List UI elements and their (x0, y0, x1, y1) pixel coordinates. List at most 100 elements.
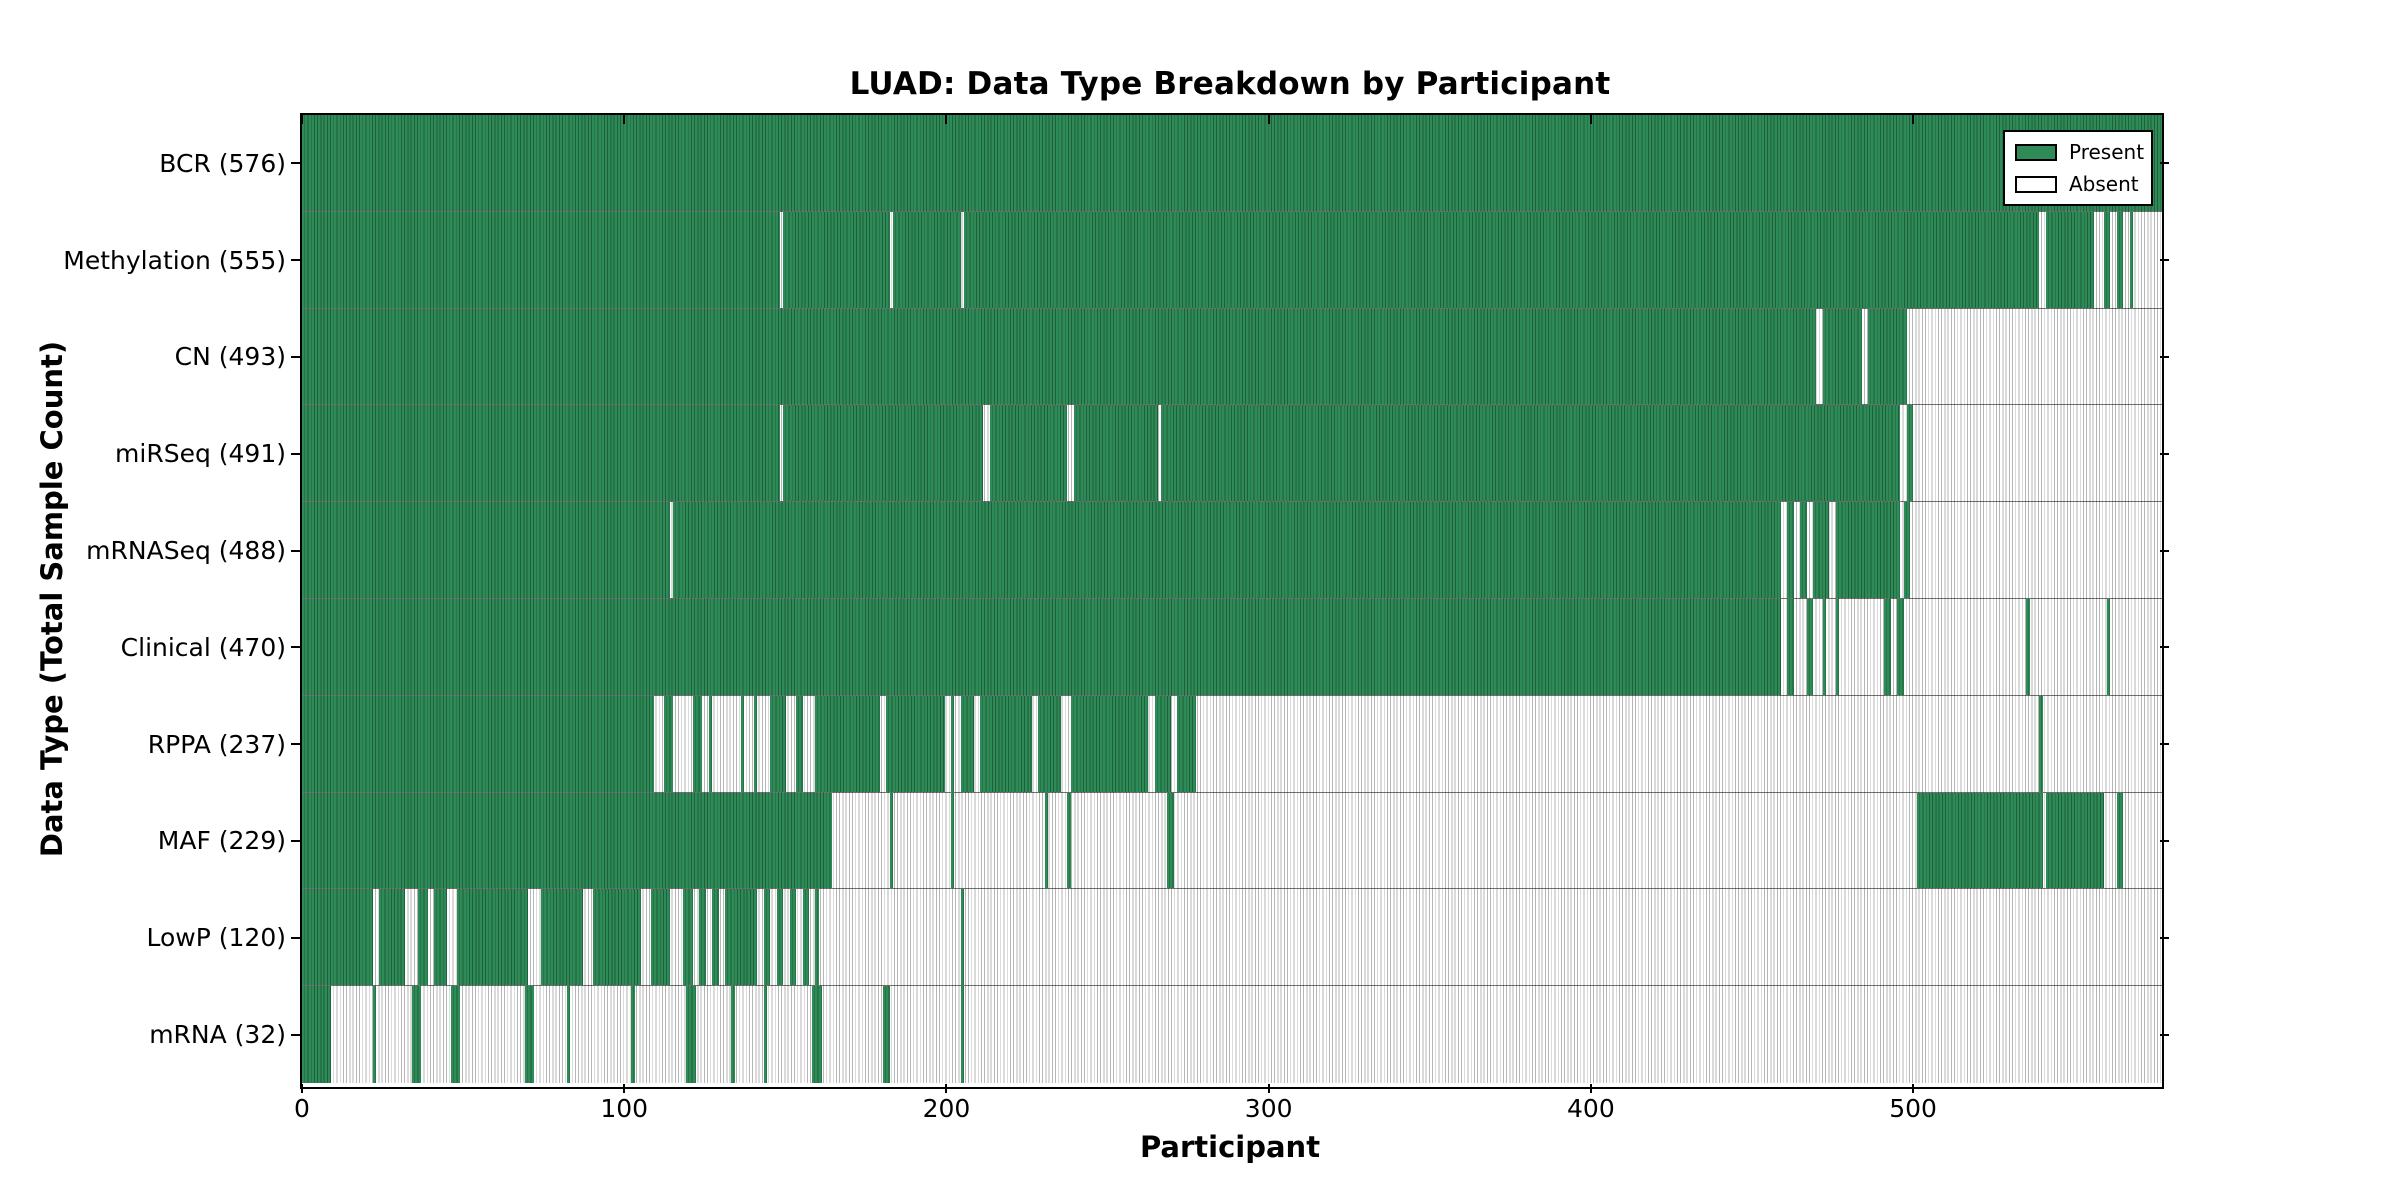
present-segment (686, 986, 696, 1083)
x-axis-label: Participant (1139, 1130, 1321, 1164)
x-tick-top (1589, 115, 1592, 124)
present-segment (989, 405, 1068, 502)
present-segment (886, 695, 945, 792)
present-segment (373, 986, 377, 1083)
x-tick-bottom (1589, 1084, 1592, 1093)
y-tick-left (291, 646, 300, 649)
row-mRNA (302, 986, 2162, 1083)
y-tick-left (291, 840, 300, 842)
x-tick-label: 200 (922, 1094, 971, 1123)
row-Clinical (302, 599, 2162, 696)
present-segment (963, 211, 2040, 308)
present-segment (1044, 792, 1048, 889)
present-segment (815, 889, 819, 986)
present-segment (302, 308, 1817, 405)
present-segment (1038, 695, 1061, 792)
present-segment (302, 986, 332, 1083)
y-tick-right (2160, 936, 2169, 939)
row-label-miRSeq: miRSeq (491) (115, 439, 286, 469)
present-segment (673, 502, 1781, 598)
present-segment (783, 211, 890, 308)
plot-area (300, 113, 2164, 1089)
present-segment (2129, 211, 2133, 308)
present-segment (566, 986, 570, 1083)
y-tick-right (2160, 549, 2169, 552)
present-segment (302, 889, 374, 986)
legend-absent-swatch (2015, 175, 2057, 193)
legend: Present Absent (2003, 130, 2153, 206)
present-segment (776, 889, 784, 986)
x-tick-top (945, 115, 948, 124)
row-label-mRNASeq: mRNASeq (488) (86, 536, 286, 566)
present-segment (951, 695, 955, 792)
row-miRSeq (302, 405, 2162, 503)
row-mRNASeq (302, 502, 2162, 599)
present-segment (524, 986, 535, 1083)
present-segment (1813, 502, 1830, 598)
y-tick-left (291, 936, 300, 939)
present-segment (1903, 502, 1911, 598)
present-segment (650, 889, 671, 986)
row-MAF (302, 792, 2162, 890)
present-segment (815, 695, 881, 792)
x-tick-top (623, 115, 626, 124)
row-label-Methylation: Methylation (555) (63, 245, 286, 275)
row-CN (302, 308, 2162, 406)
present-segment (1897, 599, 1904, 695)
present-segment (1787, 599, 1794, 695)
y-tick-right (2160, 1033, 2169, 1036)
present-segment (960, 889, 964, 986)
y-tick-left (291, 162, 300, 165)
present-segment (1070, 695, 1149, 792)
present-segment (2116, 792, 2124, 889)
present-segment (1154, 695, 1171, 792)
present-segment (2045, 792, 2104, 889)
x-tick-label: 500 (1889, 1094, 1937, 1123)
present-segment (763, 889, 771, 986)
y-tick-right (2160, 743, 2169, 746)
present-segment (980, 695, 1032, 792)
chart-title: LUAD: Data Type Breakdown by Participant (849, 66, 1611, 102)
row-label-mRNA: mRNA (32) (149, 1020, 286, 1050)
x-tick-label: 100 (600, 1094, 649, 1123)
present-segment (456, 889, 529, 986)
x-tick-label: 400 (1567, 1094, 1615, 1123)
present-segment (699, 889, 706, 986)
present-segment (1822, 599, 1827, 695)
y-tick-right (2160, 840, 2169, 842)
present-segment (725, 889, 758, 986)
present-segment (1916, 792, 2043, 889)
present-segment (450, 986, 461, 1083)
present-segment (302, 792, 832, 889)
present-segment (2045, 211, 2095, 308)
present-segment (302, 599, 1781, 695)
present-segment (1800, 502, 1807, 598)
present-segment (1787, 502, 1794, 598)
row-label-RPPA: RPPA (237) (147, 729, 286, 759)
y-tick-left (291, 356, 300, 358)
legend-present-swatch (2015, 143, 2057, 161)
row-label-BCR: BCR (576) (159, 148, 286, 178)
present-segment (789, 889, 797, 986)
legend-entry-absent: Absent (2015, 172, 2141, 196)
present-segment (708, 695, 713, 792)
present-segment (1835, 502, 1901, 598)
present-segment (2103, 211, 2111, 308)
x-tick-label: 0 (294, 1094, 310, 1123)
present-segment (712, 889, 719, 986)
present-segment (1906, 405, 1914, 502)
present-segment (631, 986, 635, 1083)
row-BCR (302, 115, 2162, 212)
present-segment (302, 115, 2162, 211)
present-segment (540, 889, 583, 986)
x-tick-label: 300 (1244, 1094, 1293, 1123)
present-segment (796, 695, 803, 792)
present-segment (1067, 792, 1071, 889)
legend-entry-present: Present (2015, 140, 2144, 164)
present-segment (812, 986, 822, 1083)
present-segment (302, 405, 780, 502)
y-tick-right (2160, 452, 2169, 455)
y-tick-left (291, 1033, 300, 1036)
present-segment (1160, 405, 1901, 502)
x-tick-top (1912, 115, 1915, 124)
